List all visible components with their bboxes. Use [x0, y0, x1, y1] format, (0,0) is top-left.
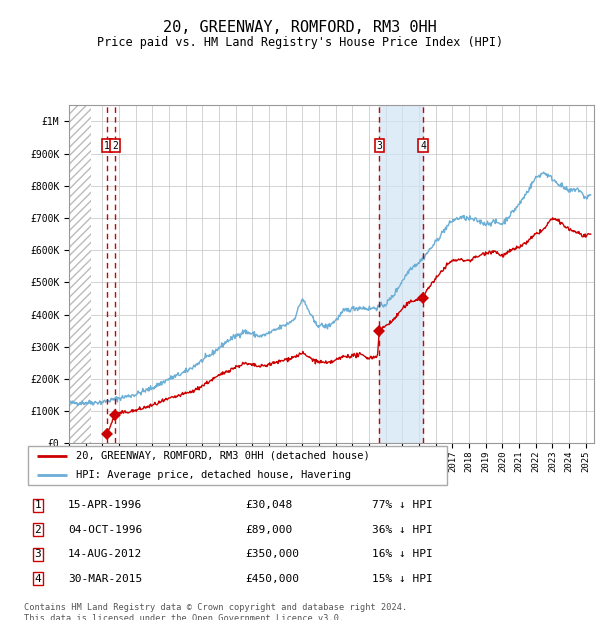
Text: 20, GREENWAY, ROMFORD, RM3 0HH: 20, GREENWAY, ROMFORD, RM3 0HH — [163, 20, 437, 35]
Text: 1: 1 — [104, 141, 110, 151]
Text: 16% ↓ HPI: 16% ↓ HPI — [372, 549, 433, 559]
Text: This data is licensed under the Open Government Licence v3.0.: This data is licensed under the Open Gov… — [24, 614, 344, 620]
Text: £89,000: £89,000 — [245, 525, 292, 535]
Text: 2: 2 — [112, 141, 118, 151]
Text: 1: 1 — [34, 500, 41, 510]
Text: Price paid vs. HM Land Registry's House Price Index (HPI): Price paid vs. HM Land Registry's House … — [97, 36, 503, 49]
Text: 77% ↓ HPI: 77% ↓ HPI — [372, 500, 433, 510]
Text: 15% ↓ HPI: 15% ↓ HPI — [372, 574, 433, 584]
Text: 15-APR-1996: 15-APR-1996 — [68, 500, 142, 510]
Text: HPI: Average price, detached house, Havering: HPI: Average price, detached house, Have… — [76, 470, 351, 480]
Text: 20, GREENWAY, ROMFORD, RM3 0HH (detached house): 20, GREENWAY, ROMFORD, RM3 0HH (detached… — [76, 451, 370, 461]
FancyBboxPatch shape — [28, 446, 448, 485]
Text: £350,000: £350,000 — [245, 549, 299, 559]
Text: 3: 3 — [376, 141, 382, 151]
Text: £450,000: £450,000 — [245, 574, 299, 584]
Text: 36% ↓ HPI: 36% ↓ HPI — [372, 525, 433, 535]
Text: 4: 4 — [34, 574, 41, 584]
Text: 4: 4 — [420, 141, 426, 151]
Text: Contains HM Land Registry data © Crown copyright and database right 2024.: Contains HM Land Registry data © Crown c… — [24, 603, 407, 612]
Text: 30-MAR-2015: 30-MAR-2015 — [68, 574, 142, 584]
Text: 04-OCT-1996: 04-OCT-1996 — [68, 525, 142, 535]
Text: 3: 3 — [34, 549, 41, 559]
Text: 14-AUG-2012: 14-AUG-2012 — [68, 549, 142, 559]
Bar — [379, 105, 423, 443]
Text: £30,048: £30,048 — [245, 500, 292, 510]
Text: 2: 2 — [34, 525, 41, 535]
